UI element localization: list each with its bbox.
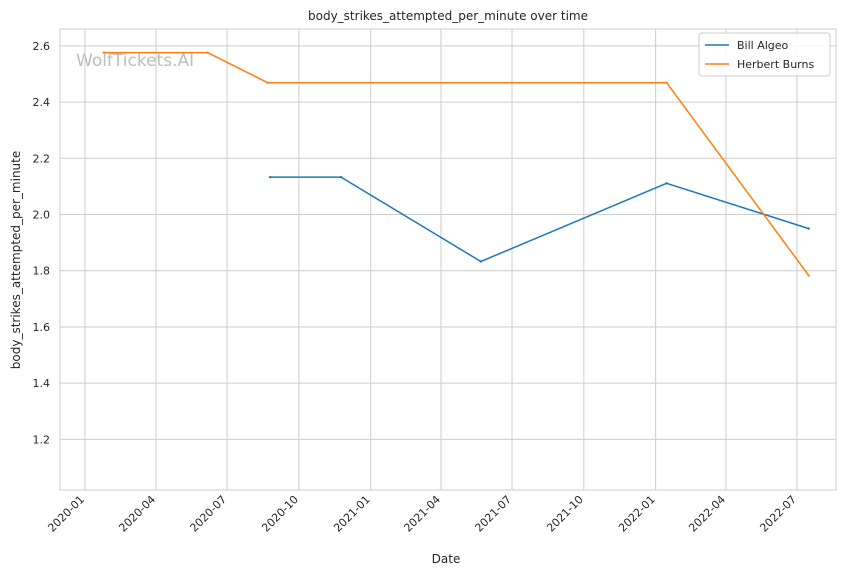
x-tick-label: 2021-04 [401, 493, 443, 535]
data-point-herbert-burns [102, 51, 105, 54]
x-tick-label: 2020-07 [187, 493, 229, 535]
y-tick-label: 2.2 [33, 152, 51, 165]
data-point-bill-algeo [268, 175, 272, 179]
y-tick-label: 1.6 [33, 321, 51, 334]
legend-box [698, 32, 831, 77]
grid [60, 29, 836, 490]
y-axis-label: body_strikes_attempted_per_minute [9, 151, 23, 369]
data-point-bill-algeo [807, 227, 810, 230]
plot-background [60, 29, 836, 490]
x-tick-label: 2020-04 [116, 493, 158, 535]
data-point-herbert-burns [266, 81, 269, 84]
y-tick-label: 1.8 [33, 265, 51, 278]
data-point-bill-algeo [479, 260, 482, 263]
y-tick-labels: 1.2 1.4 1.6 1.8 2.0 2.2 2.4 2.6 [33, 40, 51, 447]
data-point-bill-algeo [665, 182, 668, 185]
x-tick-label: 2021-10 [544, 493, 586, 535]
legend: Bill Algeo Herbert Burns [698, 32, 831, 77]
x-tick-label: 2021-01 [331, 493, 373, 535]
legend-label-bill-algeo: Bill Algeo [737, 39, 789, 52]
data-point-bill-algeo [339, 175, 343, 179]
y-tick-label: 1.4 [33, 377, 51, 390]
data-point-herbert-burns [206, 51, 209, 54]
data-point-herbert-burns [665, 81, 668, 84]
x-tick-label: 2022-04 [686, 493, 728, 535]
x-tick-label: 2022-07 [757, 493, 799, 535]
x-axis-label: Date [432, 552, 461, 566]
x-tick-label: 2022-01 [616, 493, 658, 535]
data-point-herbert-burns [807, 274, 810, 277]
x-tick-label: 2021-07 [472, 493, 514, 535]
watermark: WolfTickets.AI [76, 51, 194, 71]
x-tick-labels: 2020-01 2020-04 2020-07 2020-10 2021-01 2021-… [45, 493, 799, 535]
plot-border [59, 28, 837, 491]
y-tick-label: 1.2 [33, 433, 51, 446]
y-tick-label: 2.6 [33, 40, 51, 53]
x-tick-label: 2020-01 [45, 493, 87, 535]
series-lines [102, 51, 810, 277]
plot-frame [59, 28, 837, 491]
chart-title: body_strikes_attempted_per_minute over t… [308, 9, 588, 23]
legend-label-herbert-burns: Herbert Burns [737, 58, 814, 71]
x-tick-label: 2020-10 [259, 493, 301, 535]
y-tick-label: 2.0 [33, 209, 51, 222]
y-tick-label: 2.4 [33, 96, 51, 109]
